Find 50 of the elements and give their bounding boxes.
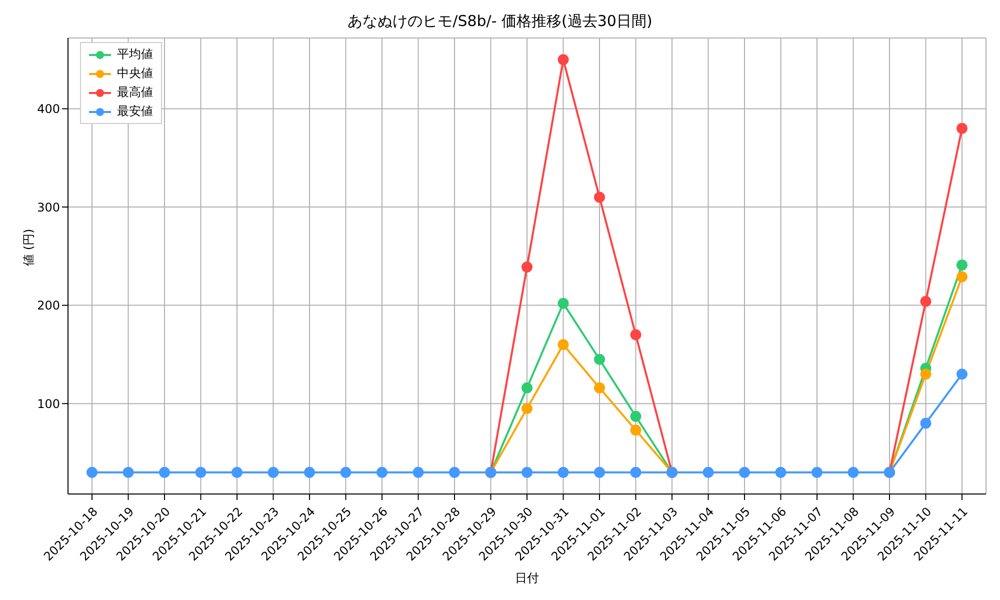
y-tick-label: 200 <box>37 298 60 313</box>
point <box>304 466 315 478</box>
point <box>195 466 206 478</box>
point <box>812 466 822 478</box>
point <box>522 382 532 394</box>
point <box>775 466 786 478</box>
point <box>86 466 98 478</box>
point <box>522 403 532 414</box>
point <box>522 466 532 478</box>
point <box>920 368 932 380</box>
y-tick-label: 300 <box>37 200 60 214</box>
point <box>630 329 642 340</box>
point <box>920 296 932 307</box>
point <box>412 466 424 478</box>
point <box>594 382 605 394</box>
legend-label: 中央値 <box>117 65 153 82</box>
point <box>956 122 968 134</box>
x-axis-title: 日付 <box>515 571 539 585</box>
point <box>920 418 932 429</box>
point <box>630 424 642 436</box>
point <box>594 192 605 203</box>
point <box>558 339 569 350</box>
point <box>449 466 460 478</box>
point <box>232 466 242 478</box>
chart-title: あなぬけのヒモ/S8b/- 価格推移(過去30日間) <box>346 11 654 32</box>
point <box>122 466 134 478</box>
point <box>594 466 605 478</box>
point <box>558 54 569 66</box>
y-tick-label: 400 <box>37 102 60 116</box>
point <box>268 466 279 478</box>
point <box>159 466 170 478</box>
point <box>956 368 968 380</box>
point <box>630 466 642 478</box>
point <box>956 271 968 282</box>
point <box>558 298 569 309</box>
point <box>558 466 569 478</box>
point <box>376 466 388 478</box>
point <box>739 466 750 478</box>
legend-label: 最高値 <box>117 84 153 101</box>
point <box>594 354 605 365</box>
legend-label: 最安値 <box>117 103 153 120</box>
y-axis-title: 値 (円) <box>21 228 36 266</box>
legend-label: 平均値 <box>117 46 153 63</box>
point <box>848 466 859 478</box>
point <box>630 410 642 422</box>
point <box>340 466 352 478</box>
point <box>522 261 532 272</box>
point <box>702 466 714 478</box>
y-tick-label: 100 <box>37 396 60 411</box>
point <box>956 260 968 271</box>
